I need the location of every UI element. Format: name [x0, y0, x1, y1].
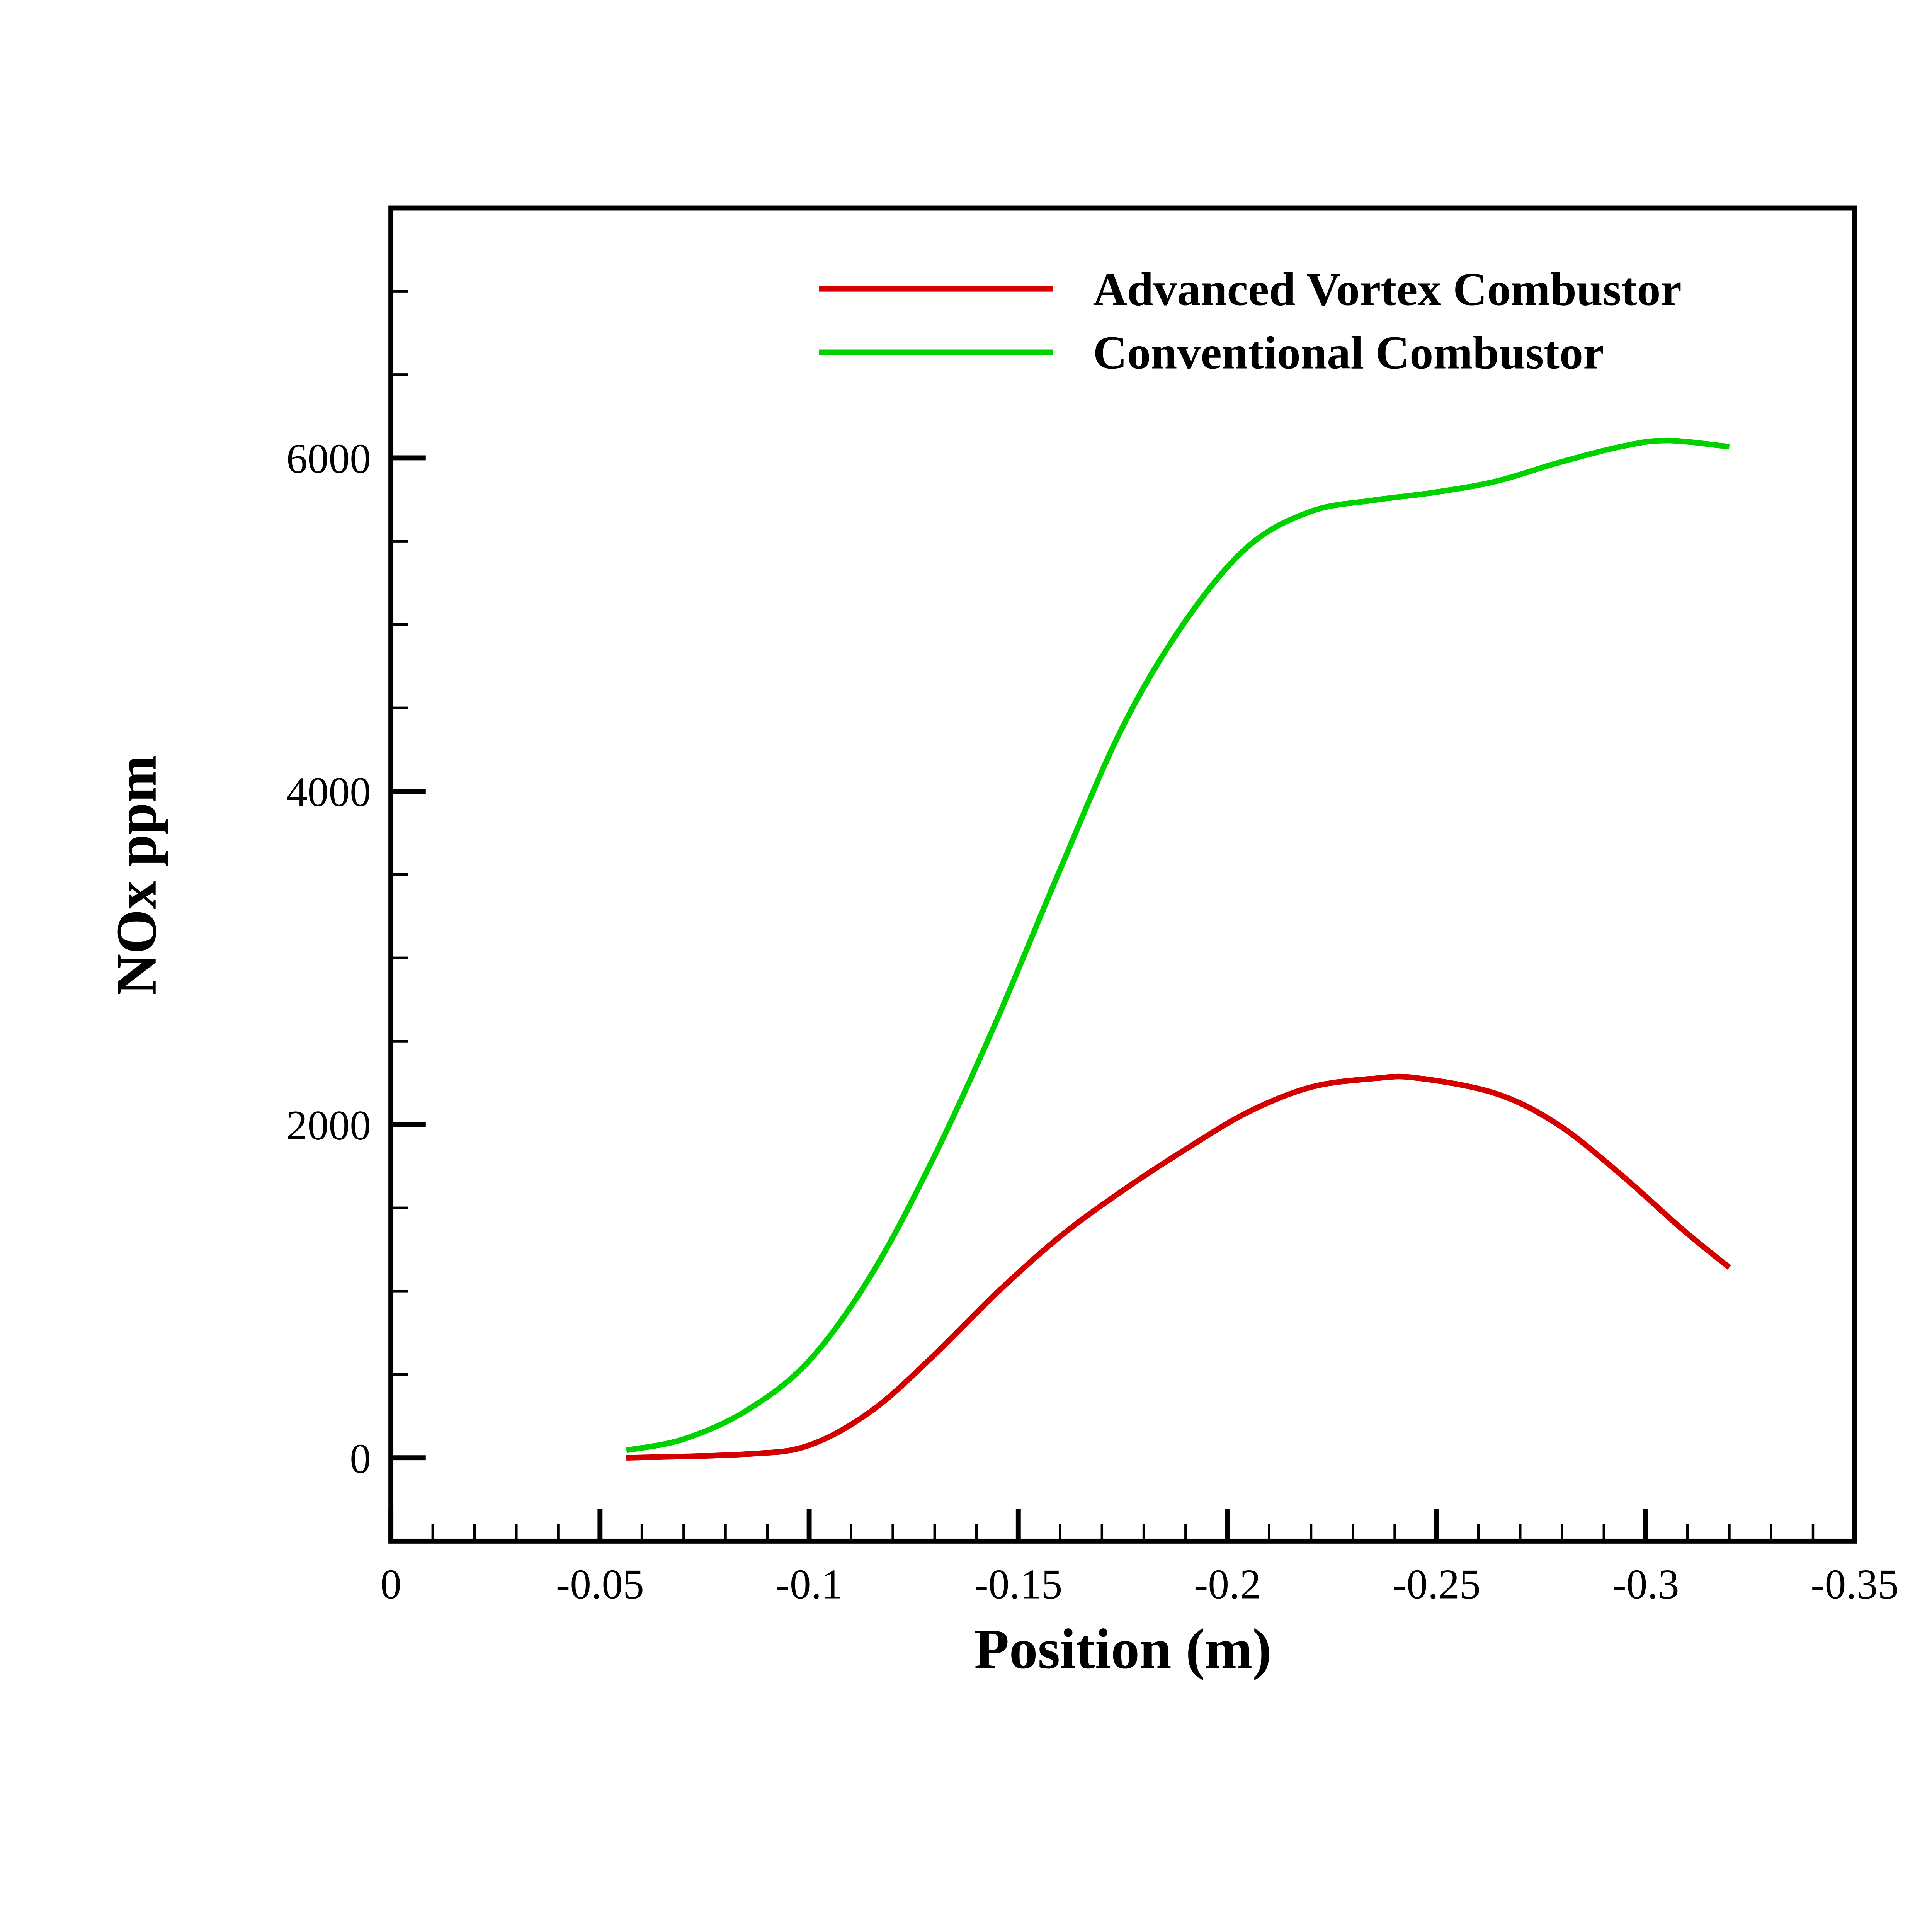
series-line-0	[626, 1073, 1731, 1461]
x-tick-label: -0.05	[556, 1561, 644, 1608]
y-axis-label: NOx ppm	[105, 755, 168, 995]
x-tick-label: -0.15	[974, 1561, 1062, 1608]
y-tick-label: 0	[350, 1435, 371, 1482]
y-tick-label: 4000	[286, 768, 371, 815]
x-tick-label: 0	[380, 1561, 401, 1608]
x-tick-label: -0.3	[1612, 1561, 1679, 1608]
y-tick-label: 6000	[286, 435, 371, 482]
x-tick-label: -0.25	[1393, 1561, 1481, 1608]
x-axis-label: Position (m)	[974, 1617, 1272, 1681]
legend-label-1: Conventional Combustor	[1093, 327, 1604, 379]
nox-chart: 0 -0.05 -0.1 -0.15 -0.2 -0.25 -0.3 -0.35 0 2000 40…	[105, 205, 1899, 1681]
x-tick-label: -0.35	[1811, 1561, 1899, 1608]
plot-frame	[388, 205, 1857, 1544]
y-tick-label: 2000	[286, 1102, 371, 1149]
legend-label-0: Advanced Vortex Combustor	[1093, 263, 1682, 315]
series-line-1	[626, 437, 1730, 1453]
x-tick-label: -0.2	[1194, 1561, 1261, 1608]
x-tick-label: -0.1	[776, 1561, 842, 1608]
